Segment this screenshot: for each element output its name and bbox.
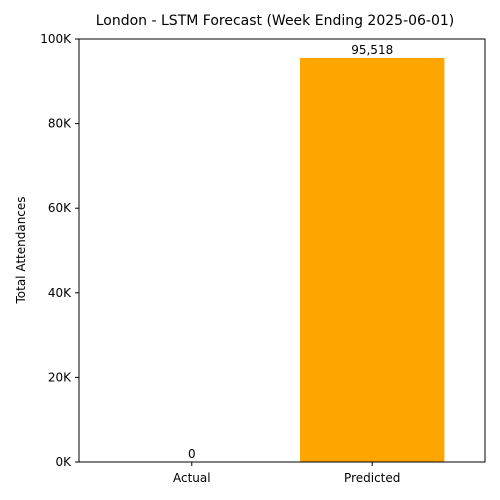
x-tick-label-predicted: Predicted [344,471,400,485]
y-tick-label: 100K [40,32,72,46]
y-axis-label: Total Attendances [14,196,28,304]
data-labels-group: 0 95,518 [188,43,393,461]
data-label-predicted: 95,518 [351,43,393,57]
y-tick-label: 40K [48,286,72,300]
bars-group [300,57,445,462]
y-tick-label: 60K [48,201,72,215]
plot-frame [78,38,486,463]
y-axis-ticks: 0K 20K 40K 60K 80K 100K [40,32,79,469]
y-tick-label: 80K [48,117,72,131]
y-tick-label: 20K [48,370,72,384]
chart-title: London - LSTM Forecast (Week Ending 2025… [96,13,455,29]
bar-predicted [300,57,445,462]
x-tick-label-actual: Actual [173,471,211,485]
data-label-actual: 0 [188,447,196,461]
y-tick-label: 0K [55,455,72,469]
x-axis-ticks: Actual Predicted [173,462,400,485]
